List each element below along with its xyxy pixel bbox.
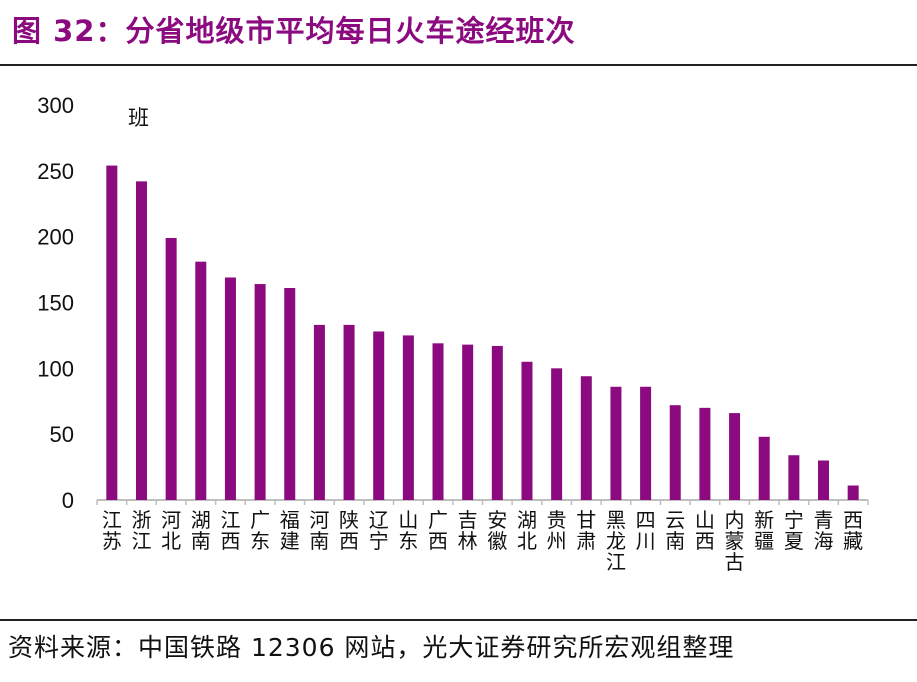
x-tick-label: 黑龙江 [606,508,626,574]
bar-辽宁 [373,331,385,500]
bar-四川 [640,386,652,500]
y-axis-unit-label: 班 [128,106,149,130]
x-tick-label: 宁夏 [784,508,804,553]
bar-吉林 [462,344,474,500]
x-tick-label: 四川 [636,508,656,553]
source-divider [0,619,917,621]
y-tick-label: 200 [37,225,74,250]
x-tick-label: 新疆 [754,508,774,553]
x-tick-label: 浙江 [131,508,151,553]
x-tick-label: 甘肃 [576,508,596,553]
x-tick-label: 山西 [695,508,715,553]
x-tick-label: 湖南 [191,508,211,553]
x-tick-label: 陕西 [339,508,359,553]
x-tick-label: 内蒙古 [725,508,745,574]
x-tick-label: 贵州 [547,508,567,553]
title-divider [0,64,917,66]
bar-云南 [669,405,681,500]
x-tick-label: 广东 [250,508,270,553]
x-tick-label: 安徽 [487,508,507,553]
bar-河北 [165,237,177,500]
x-tick-label: 云南 [665,508,685,553]
bar-广东 [254,284,266,500]
source-note: 资料来源：中国铁路 12306 网站，光大证券研究所宏观组整理 [8,633,735,662]
bar-西藏 [847,485,859,500]
bar-河南 [313,324,325,500]
bar-湖南 [195,261,207,500]
x-tick-label: 福建 [280,508,300,553]
bar-贵州 [551,368,563,500]
x-tick-label: 湖北 [517,508,537,553]
bar-山东 [402,335,414,500]
bar-内蒙古 [729,413,741,500]
bar-甘肃 [580,376,592,500]
bar-青海 [818,460,830,500]
bar-宁夏 [788,455,800,500]
x-tick-label: 河北 [161,508,181,553]
bar-山西 [699,407,711,500]
x-tick-label: 青海 [814,508,834,553]
bar-湖北 [521,361,533,500]
bar-黑龙江 [610,386,622,500]
bar-江苏 [106,165,118,501]
bar-福建 [284,288,296,500]
y-tick-label: 250 [37,159,74,184]
x-tick-label: 河南 [309,508,329,553]
x-tick-label: 江西 [220,508,240,553]
y-tick-label: 50 [50,422,74,447]
bar-陕西 [343,324,355,500]
chart-title: 图 32：分省地级市平均每日火车途经班次 [12,14,576,48]
y-tick-label: 0 [62,488,74,513]
bar-安徽 [491,345,503,500]
y-tick-label: 300 [37,93,74,118]
x-tick-label: 江苏 [102,508,122,553]
x-tick-label: 吉林 [458,508,478,553]
bar-浙江 [135,181,147,500]
y-tick-label: 100 [37,356,74,381]
x-tick-label: 辽宁 [369,508,389,553]
x-tick-label: 山东 [398,508,418,553]
bar-江西 [224,277,236,500]
bar-新疆 [758,436,770,500]
x-tick-label: 西藏 [843,508,863,553]
bar-广西 [432,343,444,500]
y-tick-label: 150 [37,291,74,316]
x-tick-label: 广西 [428,508,448,553]
